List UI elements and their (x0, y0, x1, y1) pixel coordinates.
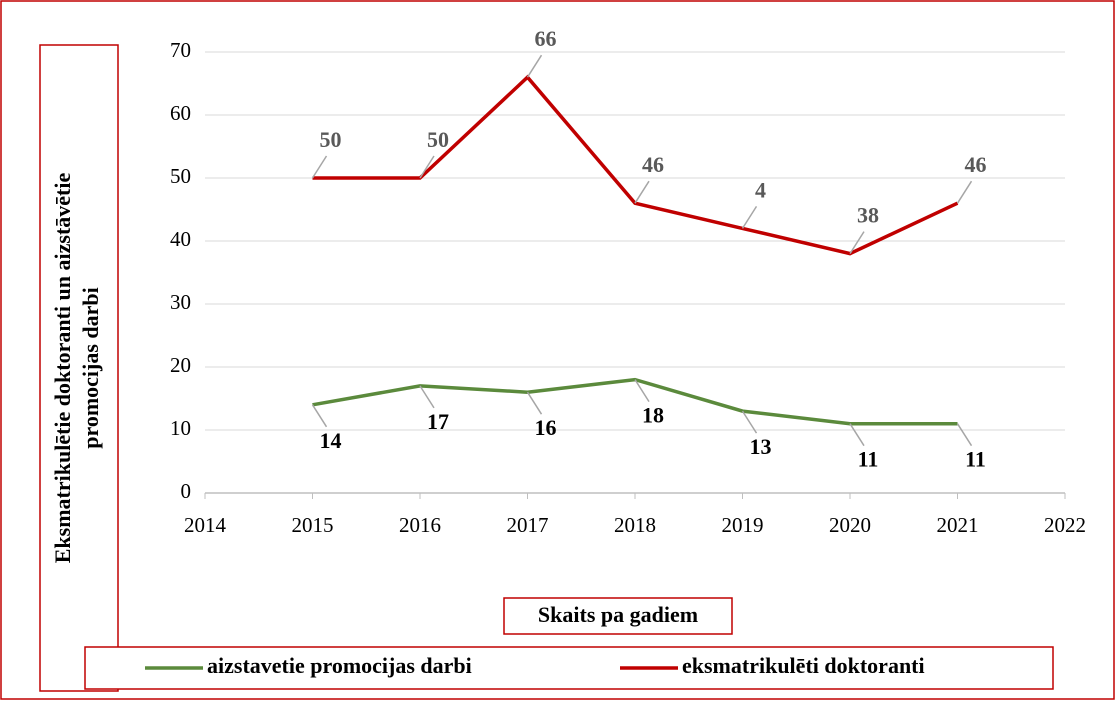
leader-line (956, 423, 973, 447)
data-label: 11 (965, 447, 986, 472)
leader-line (634, 379, 650, 403)
leader-line (849, 423, 865, 447)
leader-line (741, 205, 758, 229)
leader-line (311, 155, 328, 179)
y-axis-title-line: promocijas darbi (78, 287, 103, 449)
leader-line (419, 155, 435, 179)
x-tick-label: 2022 (1044, 513, 1086, 537)
x-tick-label: 2017 (507, 513, 549, 537)
y-axis-title: Eksmatrikulētie doktoranti un aizstāvēti… (50, 173, 103, 564)
data-label: 18 (642, 403, 664, 428)
data-label: 14 (320, 428, 342, 453)
data-label: 46 (642, 152, 664, 177)
data-label: 38 (857, 203, 879, 228)
data-label: 4 (755, 177, 766, 202)
y-tick-label: 10 (170, 416, 191, 440)
data-label: 13 (750, 434, 772, 459)
y-tick-label: 20 (170, 353, 191, 377)
x-tick-label: 2020 (829, 513, 871, 537)
y-tick-label: 50 (170, 164, 191, 188)
leader-line (526, 54, 543, 78)
data-label: 46 (965, 152, 987, 177)
leader-line (419, 385, 435, 409)
x-tick-label: 2021 (937, 513, 979, 537)
y-tick-label: 0 (181, 479, 192, 503)
y-tick-label: 60 (170, 101, 191, 125)
legend-box (84, 646, 1054, 690)
data-label: 17 (427, 409, 449, 434)
legend-label: eksmatrikulēti doktoranti (682, 653, 925, 678)
data-label: 11 (858, 447, 879, 472)
data-label: 50 (427, 127, 449, 152)
x-title-box (503, 597, 733, 635)
x-tick-label: 2015 (292, 513, 334, 537)
leader-line (956, 180, 973, 204)
x-tick-label: 2018 (614, 513, 656, 537)
data-label: 16 (535, 415, 557, 440)
y-tick-label: 40 (170, 227, 191, 251)
y-tick-label: 70 (170, 38, 191, 62)
legend-label: aizstavetie promocijas darbi (207, 653, 472, 678)
y-axis-title-line: Eksmatrikulētie doktoranti un aizstāvēti… (50, 173, 75, 564)
leader-line (849, 231, 865, 255)
leader-line (311, 404, 328, 428)
leader-line (526, 391, 543, 415)
x-tick-label: 2014 (184, 513, 227, 537)
leader-line (741, 410, 758, 434)
data-label: 50 (320, 127, 342, 152)
data-label: 66 (535, 26, 557, 51)
x-axis-title: Skaits pa gadiem (538, 602, 698, 627)
x-tick-label: 2019 (722, 513, 764, 537)
y-tick-label: 30 (170, 290, 191, 314)
x-tick-label: 2016 (399, 513, 441, 537)
leader-line (634, 180, 650, 204)
y-title-box (39, 44, 119, 692)
